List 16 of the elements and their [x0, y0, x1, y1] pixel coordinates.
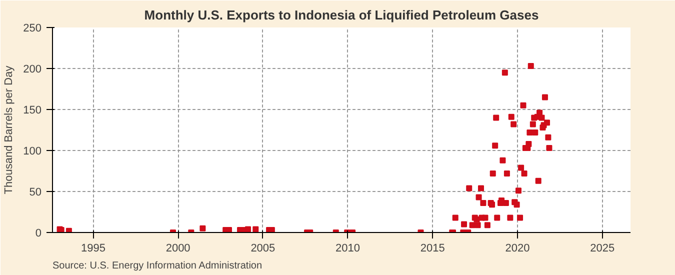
- y-tick-label: 50: [29, 186, 42, 198]
- y-tick-label: 150: [23, 104, 42, 116]
- x-tick-label: 2020: [505, 242, 530, 254]
- y-tick-label: 0: [35, 228, 42, 240]
- y-tick-label: 100: [23, 146, 42, 158]
- x-tick-label: 1995: [80, 242, 106, 254]
- y-tick-label: 200: [23, 64, 42, 76]
- chart-title: Monthly U.S. Exports to Indonesia of Liquified Petroleum Gases: [144, 8, 539, 22]
- x-tick-label: 2005: [250, 242, 276, 254]
- y-axis-title: Thousand Barrels per Day: [3, 65, 16, 194]
- x-tick-label: 2025: [590, 242, 615, 254]
- source-note: Source: U.S. Energy Information Administration: [52, 260, 262, 272]
- x-tick-label: 2010: [336, 242, 360, 254]
- x-tick-label: 2015: [420, 242, 445, 254]
- y-tick-label: 250: [23, 22, 42, 34]
- x-tick-label: 2000: [166, 242, 190, 254]
